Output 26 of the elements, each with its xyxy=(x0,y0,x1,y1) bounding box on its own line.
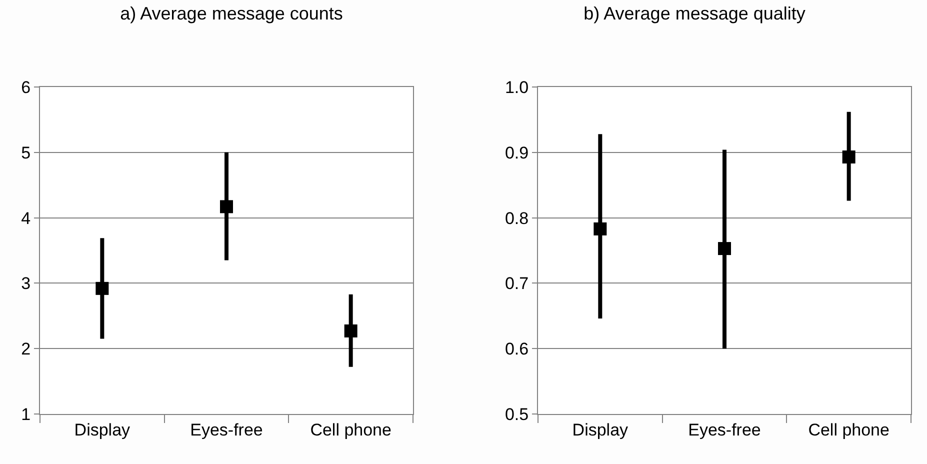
y-tick-label: 1 xyxy=(21,404,31,424)
chart-title: a) Average message counts xyxy=(120,4,343,24)
point xyxy=(842,150,856,164)
y-tick-label: 5 xyxy=(21,143,31,162)
y-tick-label: 2 xyxy=(21,340,31,359)
y-tick-label: 4 xyxy=(21,208,31,228)
x-tick-label: Display xyxy=(572,420,629,440)
point xyxy=(220,200,233,214)
x-tick-label: Cell phone xyxy=(310,420,392,440)
x-tick-label: Display xyxy=(74,420,131,440)
x-tick-label: Eyes-free xyxy=(688,420,761,440)
y-tick-label: 0.6 xyxy=(504,340,529,359)
chart-title: b) Average message quality xyxy=(584,4,806,24)
x-tick-label: Cell phone xyxy=(808,420,890,440)
point xyxy=(344,324,358,338)
point xyxy=(594,222,607,236)
y-tick-label: 1.0 xyxy=(504,78,529,97)
y-tick-label: 0.5 xyxy=(504,404,529,424)
y-tick-label: 0.7 xyxy=(504,274,529,294)
point xyxy=(718,242,731,256)
y-tick-label: 0.8 xyxy=(504,208,529,228)
y-tick-label: 6 xyxy=(21,78,31,97)
y-tick-label: 3 xyxy=(21,274,31,294)
point xyxy=(96,282,109,295)
x-tick-label: Eyes-free xyxy=(190,420,263,440)
y-tick-label: 0.9 xyxy=(504,143,529,162)
